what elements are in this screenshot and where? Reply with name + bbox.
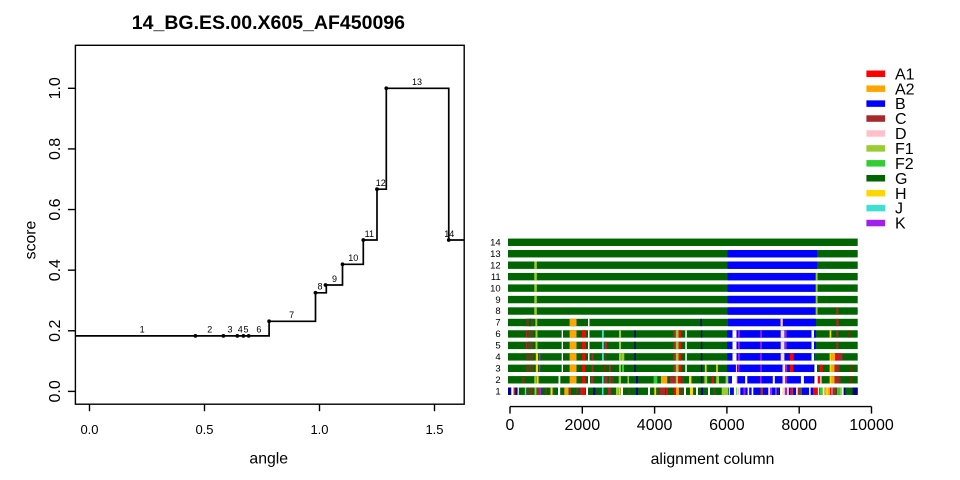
svg-text:0.6: 0.6 (47, 198, 64, 220)
svg-text:14: 14 (444, 229, 454, 239)
svg-text:D: D (895, 126, 907, 143)
svg-text:1: 1 (140, 325, 145, 335)
svg-text:10: 10 (490, 283, 501, 294)
svg-text:12: 12 (376, 178, 386, 188)
svg-text:9: 9 (495, 295, 500, 306)
svg-text:0.8: 0.8 (47, 138, 64, 160)
svg-text:A2: A2 (895, 81, 915, 98)
svg-text:0.5: 0.5 (195, 422, 213, 437)
svg-text:K: K (895, 216, 906, 233)
svg-text:score: score (23, 220, 40, 259)
svg-text:10000: 10000 (849, 417, 894, 434)
svg-text:9: 9 (332, 274, 337, 284)
svg-text:4000: 4000 (637, 417, 673, 434)
svg-text:5: 5 (243, 325, 248, 335)
svg-text:1.5: 1.5 (425, 422, 443, 437)
svg-text:G: G (895, 171, 907, 188)
svg-text:B: B (895, 96, 906, 113)
svg-text:8000: 8000 (781, 417, 817, 434)
svg-text:5: 5 (495, 341, 500, 352)
svg-text:2: 2 (495, 375, 500, 386)
svg-text:C: C (895, 111, 907, 128)
svg-text:H: H (895, 186, 907, 203)
svg-text:0.4: 0.4 (47, 259, 64, 281)
svg-text:7: 7 (495, 318, 500, 329)
svg-text:0: 0 (506, 417, 515, 434)
svg-text:8: 8 (495, 306, 500, 317)
svg-text:0.0: 0.0 (80, 422, 98, 437)
svg-text:6: 6 (256, 325, 261, 335)
svg-text:A1: A1 (895, 66, 915, 83)
svg-text:alignment column: alignment column (651, 451, 775, 468)
svg-text:J: J (895, 201, 903, 218)
svg-text:0.2: 0.2 (47, 320, 64, 342)
svg-text:F1: F1 (895, 141, 914, 158)
svg-text:11: 11 (365, 229, 374, 239)
svg-text:14: 14 (490, 237, 501, 248)
svg-text:11: 11 (491, 272, 501, 283)
svg-text:1.0: 1.0 (310, 422, 328, 437)
svg-text:6000: 6000 (709, 417, 745, 434)
svg-text:angle: angle (249, 451, 288, 468)
svg-text:3: 3 (495, 364, 500, 375)
svg-text:1: 1 (495, 386, 500, 397)
svg-text:F2: F2 (895, 156, 914, 173)
svg-text:12: 12 (490, 260, 501, 271)
svg-text:2000: 2000 (565, 417, 601, 434)
svg-text:14_BG.ES.00.X605_AF450096: 14_BG.ES.00.X605_AF450096 (132, 12, 405, 34)
svg-text:13: 13 (490, 249, 501, 260)
svg-text:4: 4 (495, 352, 500, 363)
svg-text:0.0: 0.0 (47, 380, 64, 402)
svg-text:3: 3 (227, 325, 232, 335)
svg-text:2: 2 (207, 325, 212, 335)
svg-text:1.0: 1.0 (47, 77, 64, 99)
svg-text:4: 4 (238, 325, 243, 335)
svg-text:6: 6 (495, 329, 500, 340)
svg-text:7: 7 (289, 310, 294, 320)
svg-text:8: 8 (317, 282, 322, 292)
svg-text:10: 10 (348, 253, 358, 263)
svg-text:13: 13 (412, 77, 422, 87)
